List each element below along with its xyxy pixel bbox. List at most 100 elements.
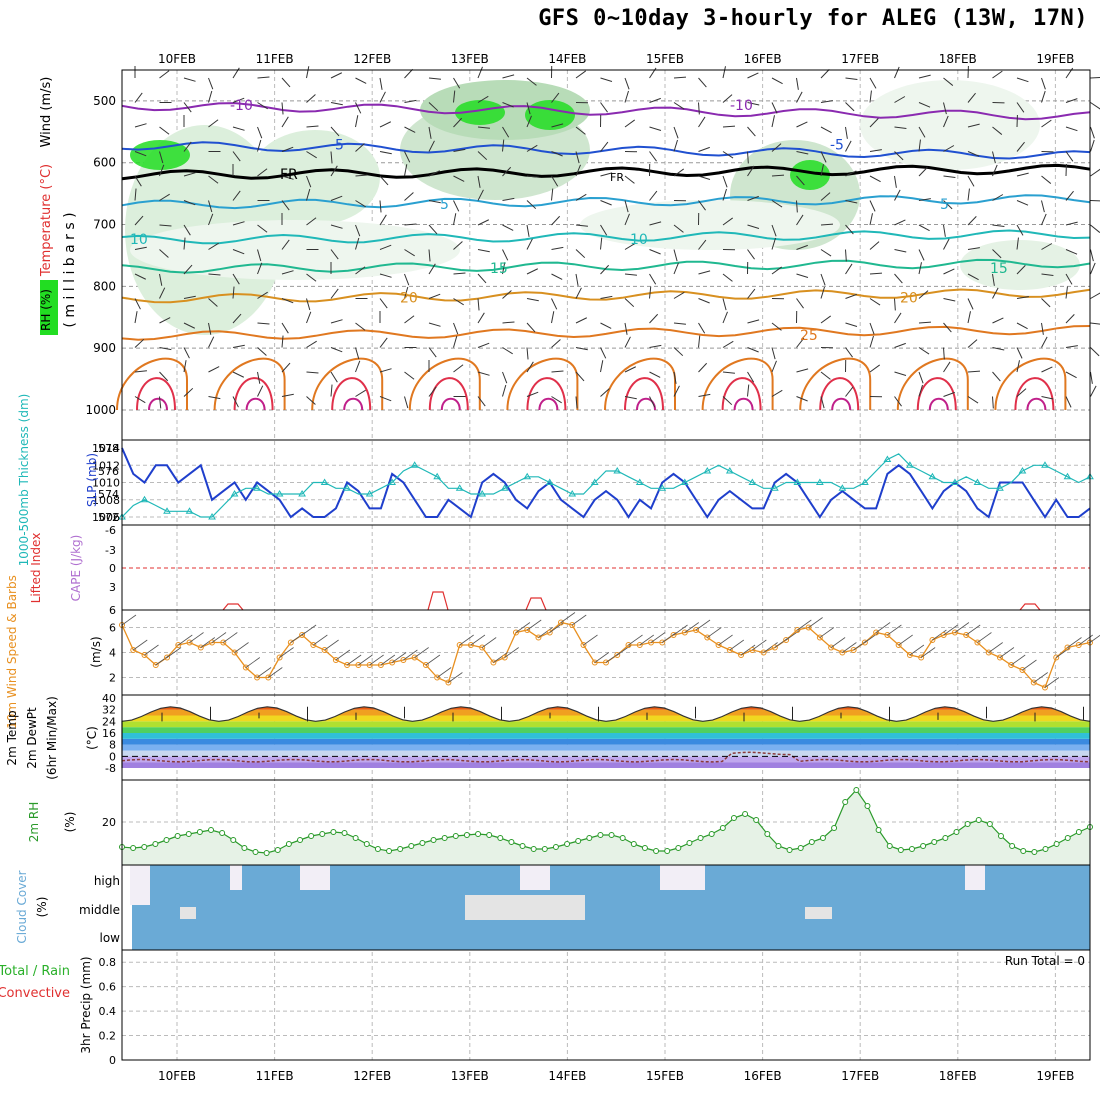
- wind-barb: [453, 241, 463, 250]
- wind-barb: [281, 335, 284, 348]
- wind-barb: [624, 242, 636, 250]
- wind-barb: [502, 166, 512, 177]
- y-tick-label: 2: [109, 672, 116, 685]
- wind-barb: [747, 72, 759, 79]
- wind-barb: [281, 77, 291, 88]
- wind-barb: [134, 92, 143, 103]
- wind-barb: [1041, 298, 1051, 308]
- wind-barb: [502, 321, 515, 324]
- wind-barb: [575, 151, 580, 164]
- rh-shade: [860, 80, 1040, 170]
- wind-barb: [526, 115, 532, 128]
- cloud-gap: [130, 865, 150, 905]
- wind-speed-marker: [557, 619, 564, 626]
- wind-barb: [600, 141, 609, 152]
- rh-marker: [864, 803, 871, 809]
- wind-barb: [771, 143, 782, 152]
- wind-barb: [918, 321, 932, 324]
- wind-barb: [575, 317, 588, 324]
- wind-barb: [673, 249, 678, 262]
- cloud-layer-label: low: [100, 931, 121, 945]
- temp-band: [122, 715, 1090, 722]
- wind-barb: [134, 396, 146, 404]
- wind-barb: [999, 647, 1015, 658]
- wind-barb: [330, 347, 343, 353]
- wind-barb: [1065, 126, 1078, 132]
- wind-barb: [257, 249, 262, 262]
- rh-marker: [408, 843, 415, 849]
- wind-speed-marker: [141, 652, 148, 658]
- wind-barb: [747, 384, 750, 397]
- wind-barb: [943, 102, 947, 115]
- wind-barb: [551, 273, 563, 280]
- wind-barb: [771, 266, 783, 275]
- axis-title: (%): [63, 812, 77, 833]
- wind-barb: [894, 312, 902, 324]
- temp-contour: [526, 377, 567, 411]
- wind-barb: [232, 190, 241, 201]
- wind-barb: [477, 189, 484, 201]
- wind-barb: [159, 249, 169, 258]
- wind-barb: [404, 396, 409, 409]
- rh-marker: [497, 835, 504, 841]
- panel-frames: [121, 69, 1091, 1061]
- wind-barb: [281, 102, 284, 115]
- axis-title: SLP (mb): [85, 453, 99, 507]
- wind-barb: [894, 273, 903, 284]
- wind-barb: [306, 188, 311, 201]
- wind-barb: [698, 77, 707, 88]
- wind-barb: [954, 622, 970, 633]
- rh-marker: [230, 837, 237, 843]
- wind-barb: [771, 237, 776, 250]
- wind-barb: [379, 91, 386, 103]
- wind-barb: [453, 272, 466, 275]
- y-tick-label: 6: [109, 622, 116, 635]
- wind-barb: [257, 262, 263, 275]
- y-tick-label: 0.6: [99, 981, 117, 994]
- wind-speed-marker: [512, 629, 519, 636]
- wind-barb: [355, 174, 368, 177]
- wind-barb: [257, 371, 261, 384]
- wind-barb: [404, 286, 409, 299]
- rh-marker: [597, 832, 604, 838]
- wind-barb: [796, 368, 809, 373]
- wind-barb: [796, 121, 808, 128]
- wind-speed-marker: [546, 629, 553, 636]
- wind-barb: [747, 224, 760, 229]
- wind-barb: [134, 273, 147, 280]
- wind-barb: [1090, 322, 1100, 325]
- wind-barb: [358, 654, 373, 666]
- rh-marker: [808, 839, 815, 845]
- thickness-marker: [748, 478, 757, 485]
- wind-barb: [134, 215, 144, 226]
- wind-barb: [624, 213, 630, 226]
- wind-barb: [526, 391, 539, 397]
- wind-barb: [515, 622, 531, 633]
- wind-barb: [1010, 654, 1026, 666]
- wind-barb: [718, 634, 733, 646]
- contour-label: 25: [800, 328, 818, 344]
- temp-contour: [799, 357, 872, 411]
- rh-marker: [386, 848, 393, 854]
- wind-speed-marker: [366, 662, 373, 668]
- wind-barb: [771, 102, 778, 114]
- temp-contour: [624, 377, 664, 411]
- wind-barb: [281, 200, 290, 211]
- wind-barb: [208, 200, 213, 213]
- wind-barb: [502, 290, 512, 299]
- wind-barb: [211, 632, 227, 643]
- wind-barb: [379, 396, 392, 402]
- wind-barb: [526, 619, 542, 631]
- wind-barb: [208, 77, 214, 90]
- lifted-index-line: [525, 597, 547, 611]
- contour-label: -10: [230, 98, 253, 114]
- y-tick-label: 40: [102, 692, 116, 705]
- wind-barb: [845, 293, 857, 299]
- wind-barb: [159, 224, 172, 227]
- rh-marker: [975, 817, 982, 823]
- wind-barb: [223, 632, 238, 643]
- thickness-marker: [478, 490, 487, 497]
- wind-barb: [820, 286, 825, 299]
- wind-barb: [379, 368, 392, 373]
- wind-barb: [428, 263, 436, 275]
